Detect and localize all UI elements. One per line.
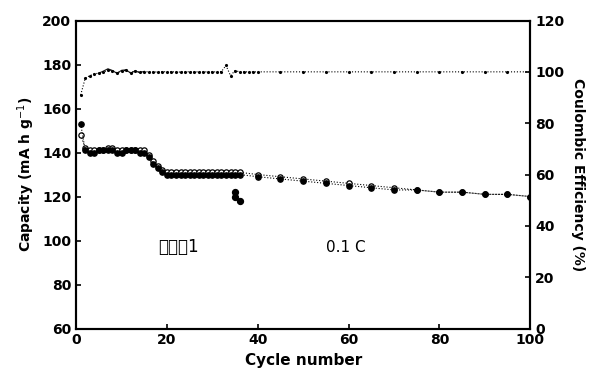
- Text: 0.1 C: 0.1 C: [326, 239, 365, 255]
- Y-axis label: Coulombic Efficiency (%): Coulombic Efficiency (%): [571, 78, 585, 271]
- Point: [235, 198, 244, 204]
- X-axis label: Cycle number: Cycle number: [245, 353, 362, 368]
- Text: 实施例1: 实施例1: [158, 237, 199, 255]
- Y-axis label: Capacity (mA h g$^{-1}$): Capacity (mA h g$^{-1}$): [15, 97, 37, 252]
- Point: [230, 193, 240, 200]
- Point: [230, 189, 240, 195]
